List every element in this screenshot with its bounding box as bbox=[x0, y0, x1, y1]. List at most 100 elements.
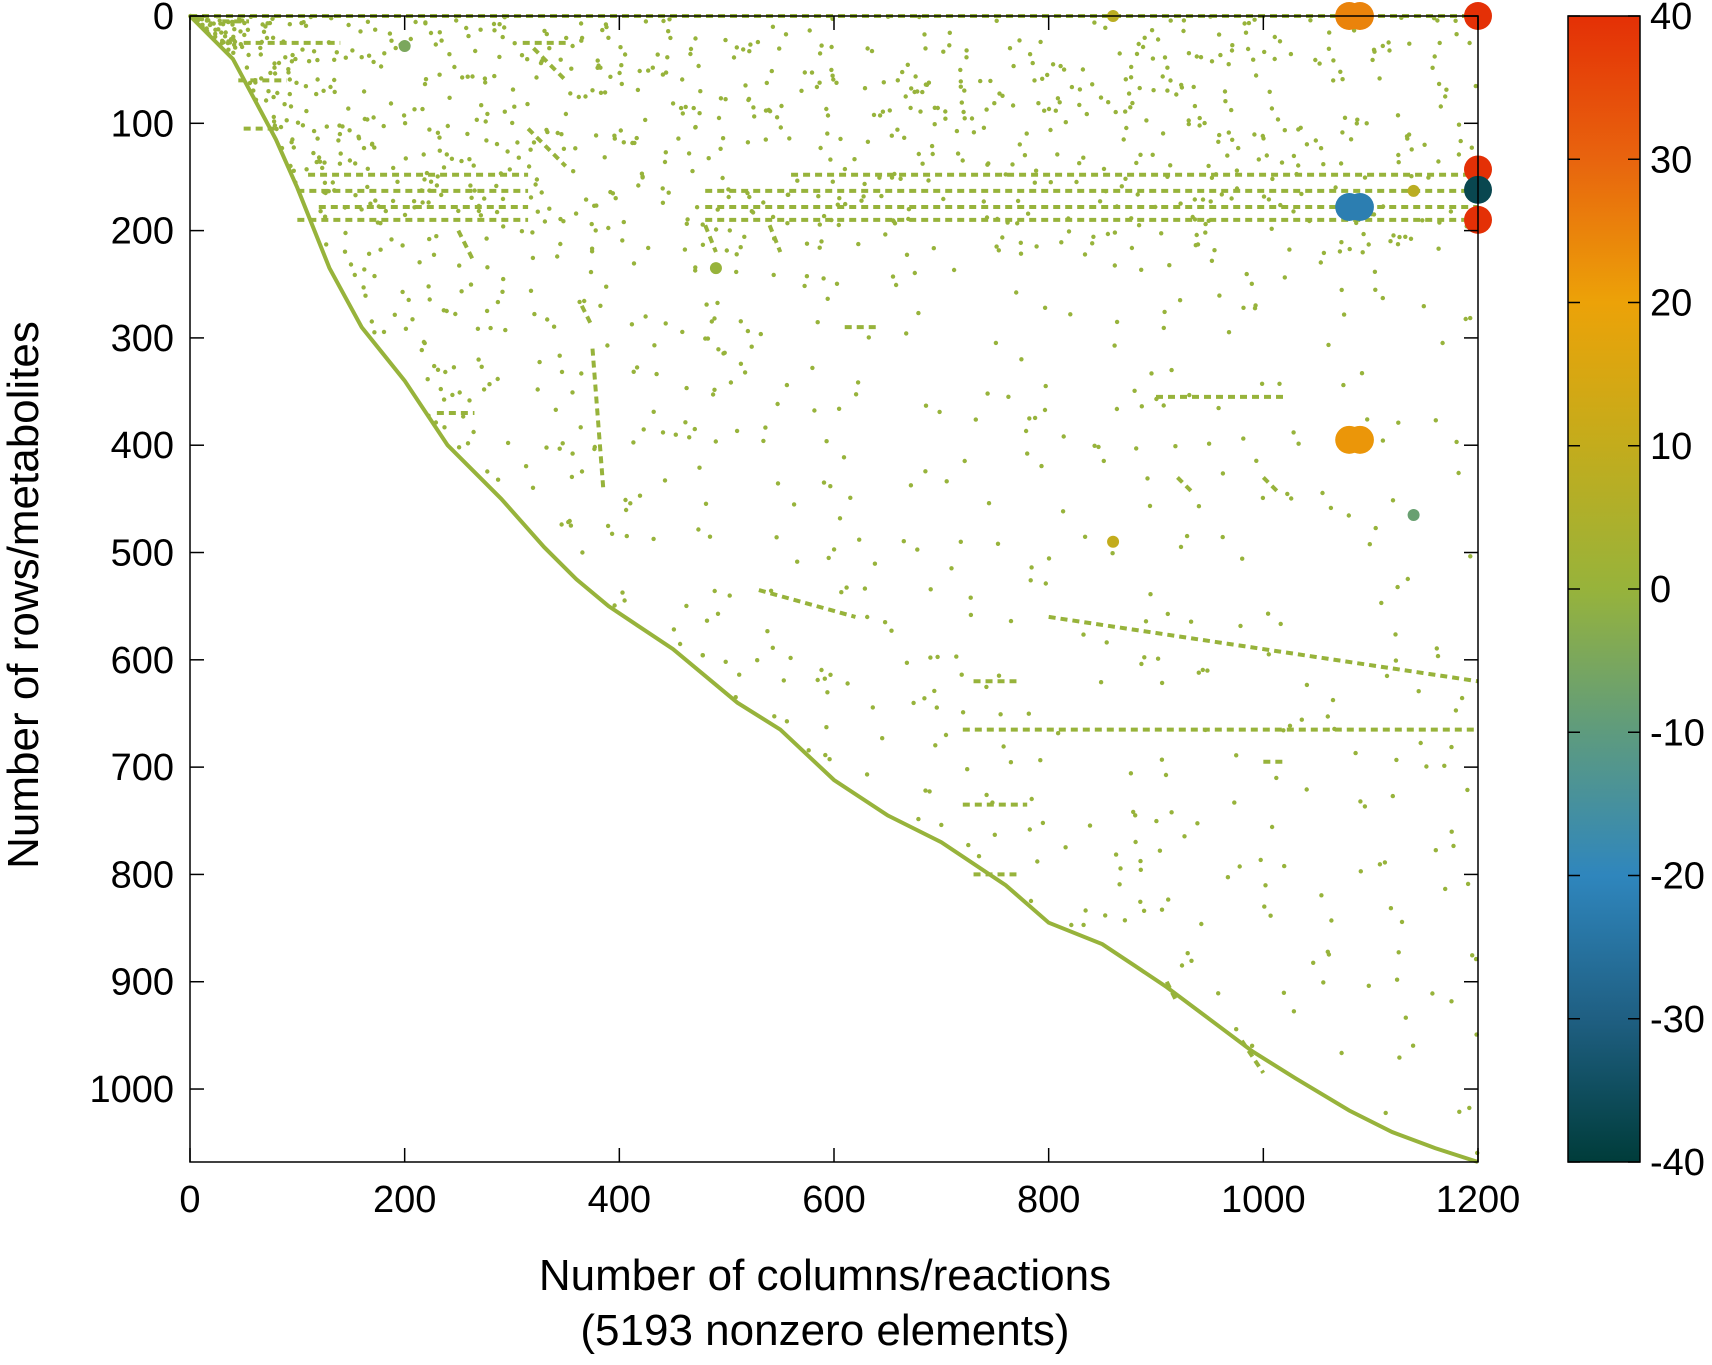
nonzero-point bbox=[1069, 922, 1074, 928]
nonzero-point bbox=[1456, 152, 1462, 157]
nonzero-point bbox=[330, 180, 335, 185]
nonzero-point bbox=[1377, 862, 1383, 867]
nonzero-run bbox=[590, 348, 606, 489]
nonzero-point bbox=[986, 161, 991, 166]
nonzero-point bbox=[1112, 230, 1118, 235]
nonzero-point bbox=[1459, 695, 1465, 701]
nonzero-point bbox=[976, 854, 982, 859]
nonzero-point bbox=[476, 208, 482, 214]
nonzero-point bbox=[300, 123, 306, 128]
nonzero-point bbox=[559, 369, 565, 375]
nonzero-point bbox=[1222, 89, 1228, 94]
nonzero-point bbox=[1122, 918, 1128, 923]
nonzero-point bbox=[663, 321, 668, 326]
nonzero-point bbox=[478, 27, 483, 32]
nonzero-point bbox=[559, 132, 564, 137]
nonzero-point bbox=[802, 70, 807, 75]
nonzero-point bbox=[598, 90, 604, 96]
nonzero-point bbox=[500, 34, 505, 40]
nonzero-point bbox=[861, 194, 866, 199]
nonzero-point bbox=[1083, 908, 1088, 913]
nonzero-point bbox=[986, 501, 992, 506]
nonzero-point bbox=[1252, 306, 1258, 311]
nonzero-point bbox=[1240, 556, 1245, 561]
nonzero-point bbox=[425, 377, 430, 382]
nonzero-point bbox=[231, 50, 236, 55]
nonzero-point bbox=[824, 439, 829, 444]
nonzero-point bbox=[697, 111, 702, 116]
nonzero-point bbox=[271, 94, 276, 100]
nonzero-point bbox=[1080, 67, 1086, 72]
nonzero-point bbox=[321, 88, 326, 94]
nonzero-point bbox=[918, 109, 923, 114]
nonzero-point bbox=[1394, 757, 1399, 763]
nonzero-point bbox=[817, 222, 822, 227]
nonzero-point bbox=[864, 772, 870, 777]
nonzero-point bbox=[1189, 958, 1194, 963]
nonzero-point bbox=[595, 58, 600, 63]
nonzero-point bbox=[1287, 723, 1293, 728]
nonzero-point bbox=[1155, 656, 1161, 661]
x-tick-label: 1000 bbox=[1221, 1179, 1306, 1221]
nonzero-point bbox=[1379, 600, 1384, 606]
nonzero-point bbox=[346, 106, 351, 111]
nonzero-point bbox=[998, 712, 1003, 717]
nonzero-point bbox=[453, 311, 458, 317]
nonzero-point bbox=[1168, 18, 1173, 23]
nonzero-point bbox=[622, 52, 628, 57]
nonzero-point bbox=[547, 206, 552, 211]
nonzero-point bbox=[403, 326, 409, 331]
nonzero-point bbox=[1256, 157, 1262, 162]
nonzero-point bbox=[263, 98, 269, 103]
nonzero-point bbox=[817, 51, 823, 56]
nonzero-point bbox=[1259, 381, 1265, 386]
nonzero-point bbox=[346, 22, 351, 28]
nonzero-point bbox=[1380, 438, 1386, 443]
nonzero-point bbox=[1066, 229, 1072, 234]
nonzero-point bbox=[988, 78, 993, 84]
nonzero-point bbox=[494, 209, 500, 215]
nonzero-point bbox=[223, 30, 228, 35]
nonzero-point bbox=[1123, 109, 1128, 114]
nonzero-point bbox=[1123, 77, 1129, 82]
nonzero-point bbox=[984, 792, 989, 798]
nonzero-point bbox=[422, 81, 428, 87]
nonzero-point bbox=[923, 788, 928, 793]
nonzero-point bbox=[1169, 810, 1174, 815]
nonzero-point bbox=[646, 245, 651, 251]
nonzero-point bbox=[720, 136, 726, 141]
nonzero-point bbox=[1011, 63, 1016, 69]
nonzero-point bbox=[1023, 428, 1029, 434]
nonzero-point bbox=[459, 289, 464, 294]
nonzero-point bbox=[1451, 843, 1456, 849]
nonzero-point bbox=[558, 57, 563, 62]
nonzero-point bbox=[1159, 680, 1165, 686]
nonzero-point bbox=[1282, 128, 1288, 133]
nonzero-point bbox=[668, 35, 673, 41]
y-axis: 0 100 200 300 400 500 600 700 800 900 1000 bbox=[89, 0, 1478, 1111]
nonzero-point bbox=[716, 347, 721, 352]
nonzero-point bbox=[929, 143, 935, 149]
nonzero-point bbox=[738, 319, 743, 324]
nonzero-point bbox=[620, 590, 625, 595]
nonzero-point bbox=[1060, 509, 1066, 514]
nonzero-point bbox=[1138, 867, 1144, 872]
colorbar-tick-label: -30 bbox=[1650, 999, 1705, 1041]
nonzero-point bbox=[593, 228, 598, 233]
plot-frame bbox=[189, 15, 1479, 1163]
nonzero-point bbox=[806, 748, 811, 753]
nonzero-point bbox=[709, 319, 714, 324]
nonzero-point bbox=[545, 317, 550, 322]
nonzero-point bbox=[534, 177, 540, 182]
nonzero-point bbox=[362, 267, 367, 272]
nonzero-point bbox=[515, 140, 520, 145]
nonzero-point bbox=[1355, 117, 1360, 122]
nonzero-point bbox=[1206, 163, 1211, 169]
nonzero-run bbox=[526, 127, 568, 168]
nonzero-point bbox=[288, 104, 294, 109]
nonzero-point bbox=[1136, 41, 1141, 47]
x-tick-label: 800 bbox=[1017, 1179, 1080, 1221]
nonzero-point bbox=[519, 229, 525, 234]
nonzero-point bbox=[815, 677, 820, 683]
nonzero-point bbox=[678, 105, 684, 111]
